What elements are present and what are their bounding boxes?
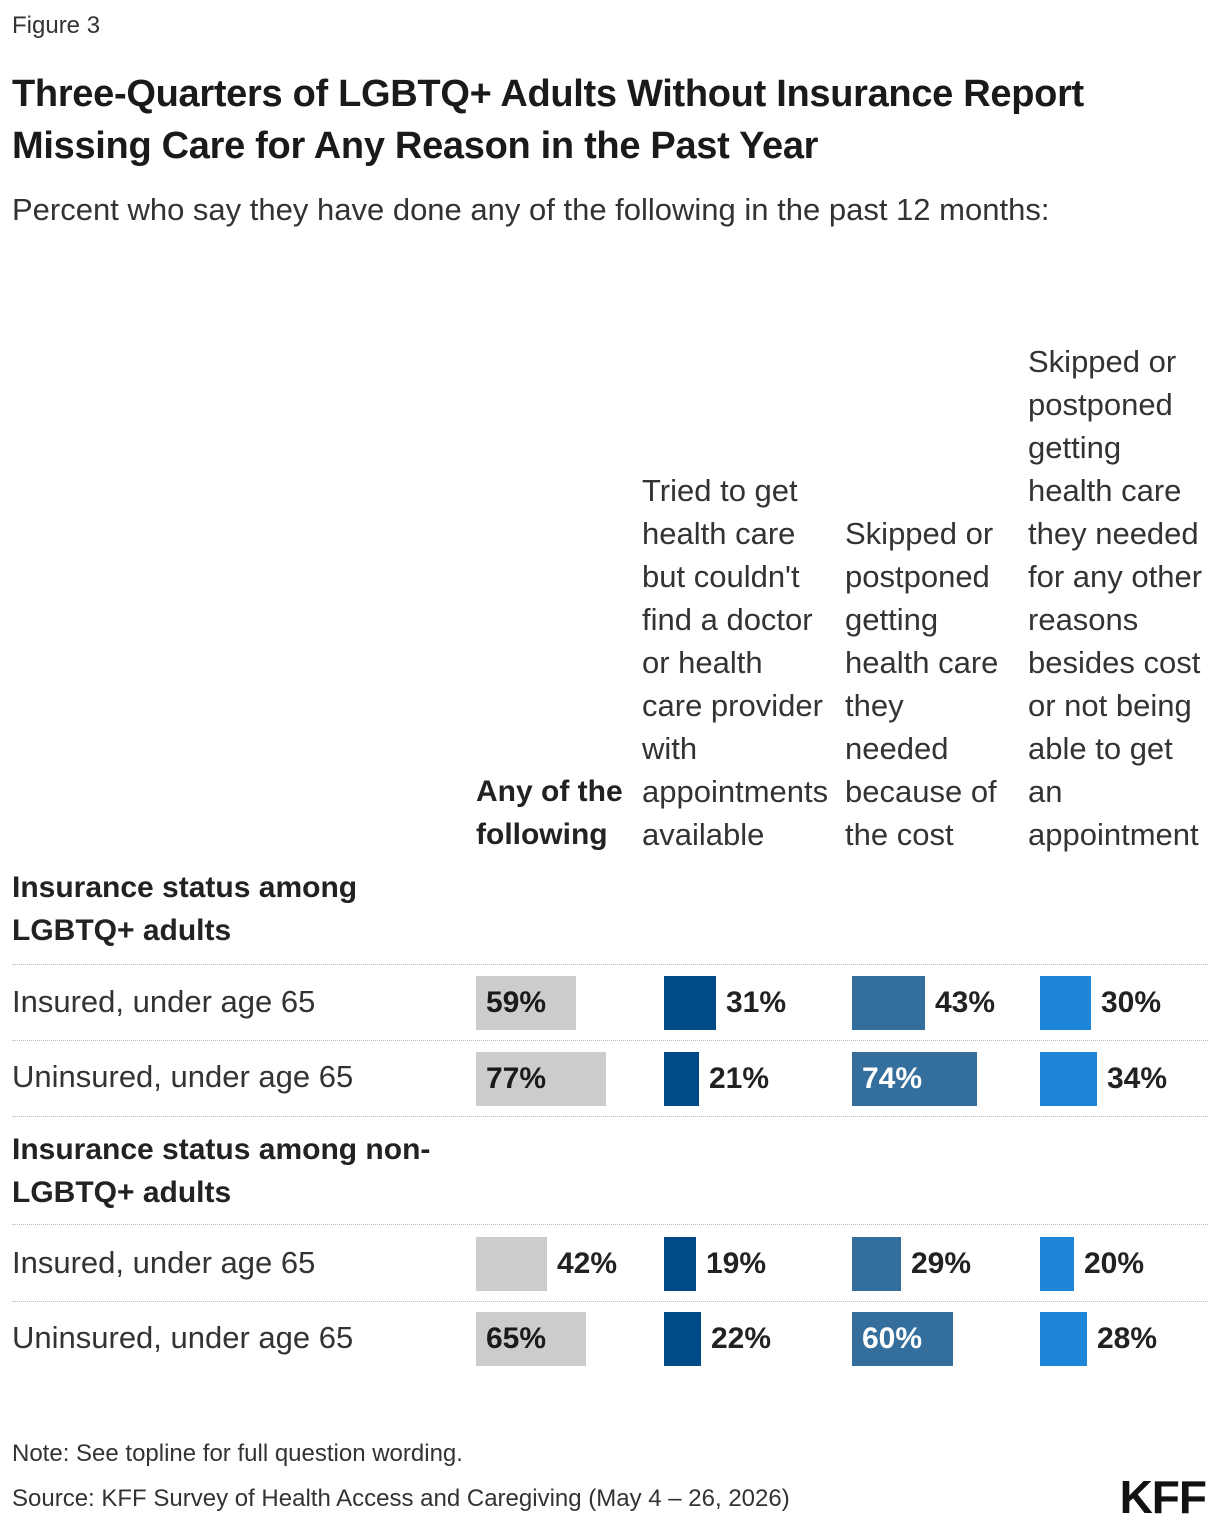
bar-value-label: 30%	[1101, 986, 1162, 1019]
bar	[476, 976, 576, 1030]
bar-value-label: 28%	[1097, 1322, 1158, 1355]
bar	[852, 1052, 977, 1106]
row-label: Uninsured, under age 65	[12, 1320, 354, 1355]
divider	[12, 1116, 1208, 1117]
bar	[664, 1312, 701, 1366]
group-label-non-lgbtq: Insurance status among non-LGBTQ+ adults	[12, 1133, 431, 1209]
figure-label: Figure 3	[12, 12, 101, 39]
bar-value-label: 77%	[486, 1062, 547, 1095]
bar	[852, 976, 925, 1030]
bar-value-label: 31%	[726, 986, 787, 1019]
bar	[664, 1052, 699, 1106]
bar	[664, 976, 716, 1030]
bar-value-label: 43%	[935, 986, 996, 1019]
bar-value-label: 20%	[1084, 1247, 1145, 1280]
chart-title: Three-Quarters of LGBTQ+ Adults Without …	[12, 73, 1084, 167]
column-header-any: Any of the following	[476, 775, 623, 851]
bar-value-label: 42%	[557, 1247, 618, 1280]
bar	[852, 1312, 953, 1366]
bar-value-label: 59%	[486, 986, 547, 1019]
group-label-lgbtq: Insurance status among LGBTQ+ adults	[12, 871, 358, 947]
kff-logo: KFF	[1119, 1471, 1207, 1523]
note: Note: See topline for full question word…	[12, 1440, 463, 1467]
bar-value-label: 29%	[911, 1247, 972, 1280]
divider	[12, 1224, 1208, 1225]
divider	[12, 964, 1208, 965]
column-header-no-appointment: Tried to get health care but couldn't fi…	[642, 473, 829, 852]
column-header-other-reasons: Skipped or postponed getting health care…	[1028, 344, 1203, 852]
chart-subtitle: Percent who say they have done any of th…	[12, 192, 1050, 227]
bar-value-label: 22%	[711, 1322, 772, 1355]
bar	[1040, 1312, 1087, 1366]
bar-value-label: 19%	[706, 1247, 767, 1280]
column-header-cost: Skipped or postponed getting health care…	[845, 516, 999, 852]
bar	[664, 1237, 696, 1291]
divider	[12, 1040, 1208, 1041]
bar	[476, 1052, 606, 1106]
bar	[1040, 1237, 1074, 1291]
bar	[1040, 1052, 1097, 1106]
bar-value-label: 21%	[709, 1062, 770, 1095]
bar-value-label: 60%	[862, 1322, 923, 1355]
source: Source: KFF Survey of Health Access and …	[12, 1485, 790, 1512]
bar	[1040, 976, 1091, 1030]
bar-value-label: 34%	[1107, 1062, 1168, 1095]
row-label: Uninsured, under age 65	[12, 1059, 354, 1094]
bar-value-label: 65%	[486, 1322, 547, 1355]
bar	[852, 1237, 901, 1291]
row-label: Insured, under age 65	[12, 984, 316, 1019]
bar	[476, 1237, 547, 1291]
divider	[12, 1301, 1208, 1302]
row-label: Insured, under age 65	[12, 1245, 316, 1280]
bar	[476, 1312, 586, 1366]
bar-value-label: 74%	[862, 1062, 923, 1095]
